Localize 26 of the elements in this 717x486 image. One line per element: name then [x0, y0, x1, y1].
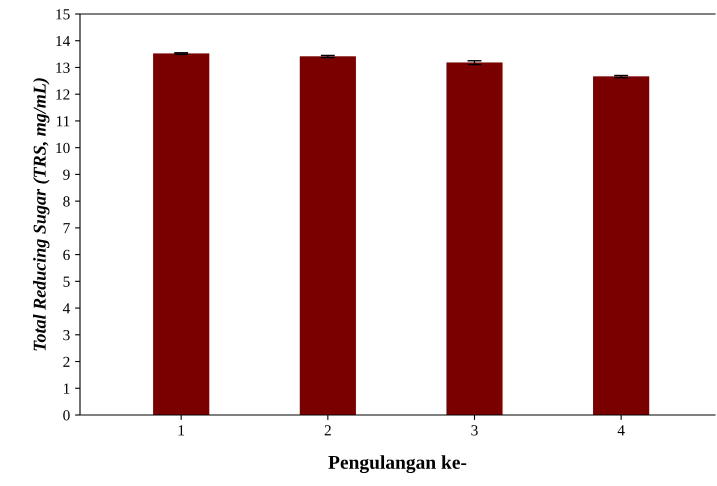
y-tick-label: 15 [56, 9, 70, 20]
x-tick-label: 3 [471, 425, 478, 436]
y-tick-label: 3 [63, 330, 70, 340]
y-tick-label: 9 [63, 170, 70, 180]
y-tick-label: 13 [56, 62, 70, 73]
y-tick-label: 8 [63, 196, 70, 207]
y-tick-label: 4 [62, 303, 70, 314]
bar [300, 56, 356, 415]
x-tick-label: 2 [324, 425, 331, 436]
y-tick-label: 5 [64, 276, 70, 287]
y-tick-label: 7 [64, 223, 70, 234]
x-axis-title: Pengulangan ke- [328, 455, 466, 474]
bar [446, 62, 503, 415]
x-tick-label: 4 [618, 425, 625, 436]
y-tick-label: 10 [56, 142, 70, 154]
y-tick-label: 14 [56, 36, 70, 46]
y-tick-label: 11 [56, 116, 70, 126]
y-tick-label: 12 [56, 89, 70, 100]
y-tick-label: 0 [63, 410, 70, 420]
bar [153, 53, 210, 415]
y-axis-title: Total Reducing Sugar (TRS, mg/mL) [33, 78, 50, 351]
y-tick-label: 2 [63, 356, 70, 367]
x-tick-label: 1 [178, 425, 184, 436]
bar [593, 76, 650, 415]
y-tick-label: 6 [63, 250, 70, 260]
y-tick-label: 1 [64, 383, 70, 394]
